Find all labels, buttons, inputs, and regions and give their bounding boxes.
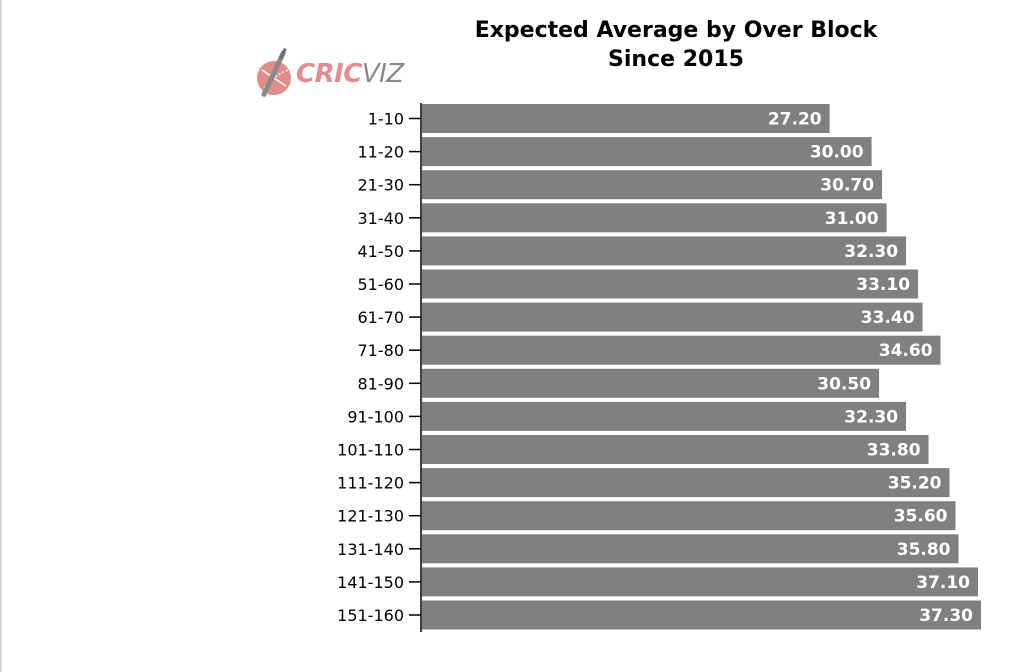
bar-61-70: [422, 302, 923, 332]
category-label-61-70: 61-70: [358, 308, 405, 327]
category-label-141-150: 141-150: [337, 573, 404, 592]
value-label-21-30: 30.70: [820, 176, 874, 196]
bar-51-60: [422, 269, 919, 299]
bar-81-90: [422, 368, 880, 398]
category-label-121-130: 121-130: [337, 507, 404, 526]
category-label-151-160: 151-160: [337, 606, 404, 625]
bar-111-120: [422, 468, 950, 498]
value-label-41-50: 32.30: [844, 242, 898, 262]
labels-layer: 27.20 1-10 30.00 11-20 30.70 21-30 31.00 31-40 3…: [337, 110, 973, 627]
value-label-81-90: 30.50: [817, 374, 871, 394]
bars-layer: [422, 104, 981, 630]
category-label-131-140: 131-140: [337, 540, 404, 559]
bar-141-150: [422, 567, 979, 597]
logo-text-cric: CRIC: [296, 59, 362, 89]
page-left-border: [0, 0, 2, 672]
value-label-131-140: 35.80: [897, 540, 951, 560]
category-label-71-80: 71-80: [358, 341, 405, 360]
logo-text-viz: VIZ: [361, 59, 404, 89]
value-label-71-80: 34.60: [879, 341, 933, 361]
category-label-91-100: 91-100: [347, 407, 404, 426]
bar-21-30: [422, 170, 883, 200]
value-label-11-20: 30.00: [810, 143, 864, 163]
bar-151-160: [422, 600, 981, 630]
category-label-51-60: 51-60: [358, 275, 405, 294]
cricviz-logo: CRICVIZ: [254, 44, 404, 104]
value-label-91-100: 32.30: [844, 407, 898, 427]
category-label-31-40: 31-40: [358, 209, 405, 228]
chart-title-block: Expected Average by Over Block Since 201…: [376, 16, 976, 74]
logo-wordmark: CRICVIZ: [296, 59, 404, 89]
category-label-21-30: 21-30: [358, 176, 405, 195]
category-label-81-90: 81-90: [358, 374, 405, 393]
bar-91-100: [422, 401, 907, 431]
value-label-1-10: 27.20: [768, 110, 822, 130]
value-label-101-110: 33.80: [867, 441, 921, 461]
bar-101-110: [422, 435, 929, 464]
value-label-151-160: 37.30: [919, 606, 973, 626]
category-label-41-50: 41-50: [358, 242, 405, 261]
value-label-141-150: 37.10: [916, 573, 970, 593]
bar-1-10: [422, 104, 830, 133]
value-label-111-120: 35.20: [888, 474, 942, 494]
bar-121-130: [422, 501, 956, 531]
category-label-11-20: 11-20: [358, 143, 405, 162]
value-label-61-70: 33.40: [861, 308, 915, 328]
value-label-121-130: 35.60: [894, 507, 948, 527]
bar-131-140: [422, 534, 959, 564]
chart-subtitle: Since 2015: [608, 47, 744, 72]
bar-31-40: [422, 203, 887, 233]
value-label-31-40: 31.00: [825, 209, 879, 229]
category-label-111-120: 111-120: [337, 474, 404, 493]
category-label-1-10: 1-10: [368, 110, 404, 129]
value-label-51-60: 33.10: [856, 275, 910, 295]
chart-title: Expected Average by Over Block: [474, 18, 878, 43]
bar-11-20: [422, 137, 872, 167]
bar-41-50: [422, 236, 907, 266]
category-label-101-110: 101-110: [337, 441, 404, 460]
bar-71-80: [422, 335, 941, 365]
cricket-ball-bat-icon: [257, 48, 291, 97]
